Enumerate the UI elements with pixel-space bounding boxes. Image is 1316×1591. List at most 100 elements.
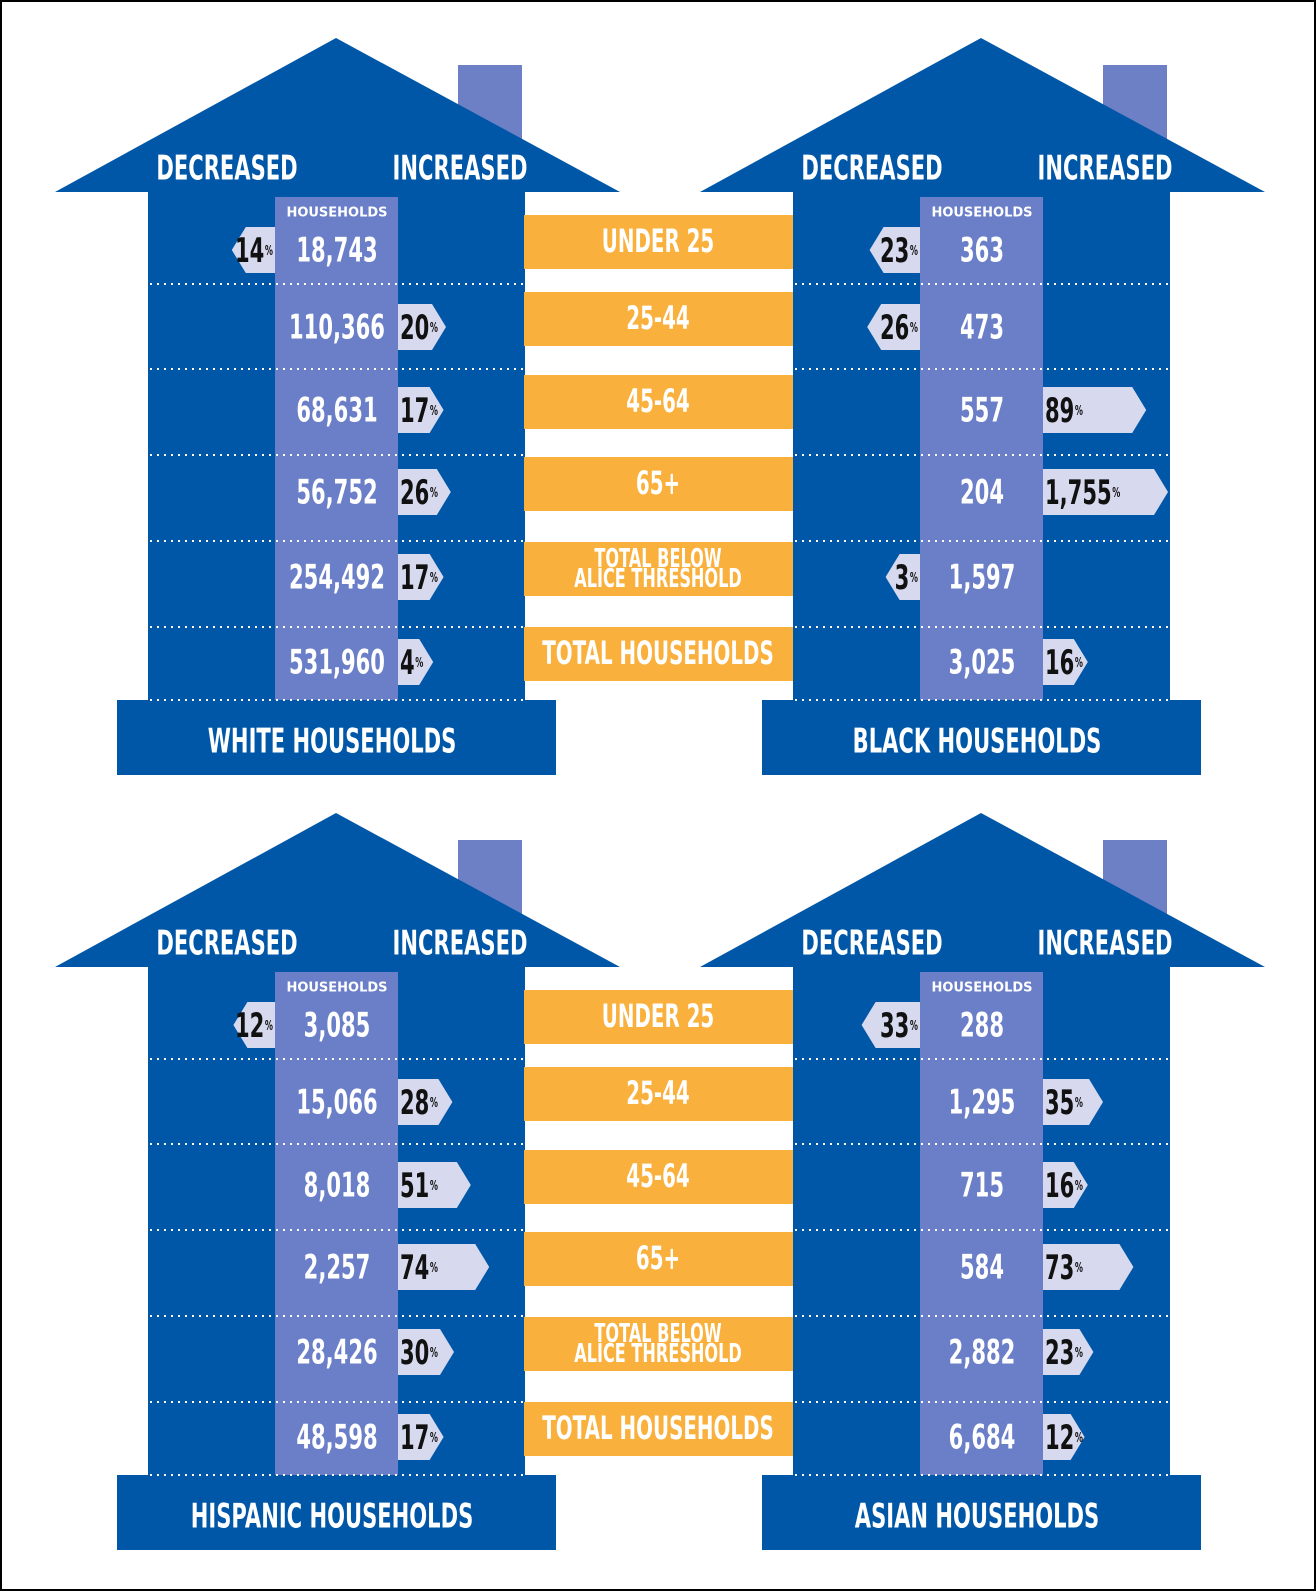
change-value: 26 [400,472,429,512]
change-value: 74 [400,1247,429,1287]
group-label: 25-44 [626,1075,689,1112]
change-unit: % [430,569,438,585]
change-value: 26 [880,307,909,347]
households-value: 2,257 [304,1247,371,1287]
households-value: 715 [960,1165,1004,1205]
households-header: HOUSEHOLDS [286,206,387,221]
group-label: 45-64 [626,383,689,420]
households-value: 1,597 [949,557,1016,597]
households-value: 8,018 [304,1165,371,1205]
households-value: 18,743 [296,230,377,270]
change-unit: % [1075,1177,1083,1193]
change-unit: % [1075,1429,1083,1445]
group-label: ALICE THRESHOLD [574,1339,742,1369]
households-header: HOUSEHOLDS [931,981,1032,996]
change-unit: % [415,654,423,670]
group-label: TOTAL HOUSEHOLDS [542,1410,773,1447]
change-value: 12 [1045,1417,1074,1457]
change-unit: % [430,402,438,418]
households-column [920,972,1043,1475]
group-label: UNDER 25 [602,998,714,1035]
households-value: 3,085 [304,1005,371,1045]
households-column [920,197,1043,700]
change-value: 51 [400,1165,429,1205]
change-unit: % [430,1344,438,1360]
house-title: WHITE HOUSEHOLDS [208,721,457,761]
households-header: HOUSEHOLDS [286,981,387,996]
households-value: 2,882 [949,1332,1016,1372]
group-label: 65+ [636,465,680,502]
column-header: INCREASED [1038,923,1173,963]
change-value: 12 [235,1005,264,1045]
change-unit: % [430,1094,438,1110]
change-value: 23 [1045,1332,1074,1372]
change-value: 3 [895,557,910,597]
households-column [275,197,398,700]
house-title: HISPANIC HOUSEHOLDS [191,1496,474,1536]
change-value: 17 [400,390,429,430]
change-unit: % [910,319,918,335]
households-value: 56,752 [296,472,377,512]
change-value: 20 [400,307,429,347]
households-value: 557 [960,390,1004,430]
change-value: 30 [400,1332,429,1372]
change-unit: % [265,242,273,258]
column-header: DECREASED [156,923,297,963]
households-value: 363 [960,230,1004,270]
group-label: 25-44 [626,300,689,337]
group-label: UNDER 25 [602,223,714,260]
change-label: 1,755% [1045,472,1120,512]
change-value: 28 [400,1082,429,1122]
change-value: 33 [880,1005,909,1045]
group-label: 45-64 [626,1158,689,1195]
column-header: DECREASED [801,148,942,188]
column-header: INCREASED [1038,148,1173,188]
households-value: 531,960 [289,642,385,682]
change-unit: % [1075,1344,1083,1360]
change-unit: % [910,569,918,585]
change-value: 35 [1045,1082,1074,1122]
change-unit: % [430,319,438,335]
change-unit: % [1075,1259,1083,1275]
households-column [275,972,398,1475]
households-value: 254,492 [289,557,385,597]
change-unit: % [910,242,918,258]
change-unit: % [430,1259,438,1275]
change-value: 16 [1045,1165,1074,1205]
group-label: 65+ [636,1240,680,1277]
households-value: 3,025 [949,642,1016,682]
change-unit: % [265,1017,273,1033]
change-unit: % [430,1429,438,1445]
change-value: 23 [880,230,909,270]
change-value: 4 [400,642,415,682]
column-header: DECREASED [156,148,297,188]
column-header: INCREASED [393,148,528,188]
column-header: DECREASED [801,923,942,963]
change-unit: % [1075,402,1083,418]
households-value: 48,598 [296,1417,377,1457]
page: { "column_headers": {"decreased": "DECRE… [0,0,1316,1591]
change-value: 1,755 [1045,472,1112,512]
households-value: 473 [960,307,1004,347]
change-unit: % [1075,654,1083,670]
house-title: ASIAN HOUSEHOLDS [855,1496,1099,1536]
group-label: TOTAL HOUSEHOLDS [542,635,773,672]
change-value: 17 [400,557,429,597]
households-value: 584 [960,1247,1004,1287]
households-value: 110,366 [289,307,385,347]
change-unit: % [910,1017,918,1033]
households-value: 1,295 [949,1082,1016,1122]
house-title: BLACK HOUSEHOLDS [853,721,1102,761]
households-value: 15,066 [296,1082,377,1122]
households-header: HOUSEHOLDS [931,206,1032,221]
change-value: 17 [400,1417,429,1457]
infographic: WHITE HOUSEHOLDS DECREASED INCREASED HOUSEH… [0,0,1316,1591]
households-value: 68,631 [296,390,377,430]
change-value: 89 [1045,390,1074,430]
households-value: 204 [960,472,1004,512]
change-unit: % [1075,1094,1083,1110]
change-unit: % [430,484,438,500]
column-header: INCREASED [393,923,528,963]
group-label: ALICE THRESHOLD [574,564,742,594]
change-unit: % [1112,484,1120,500]
